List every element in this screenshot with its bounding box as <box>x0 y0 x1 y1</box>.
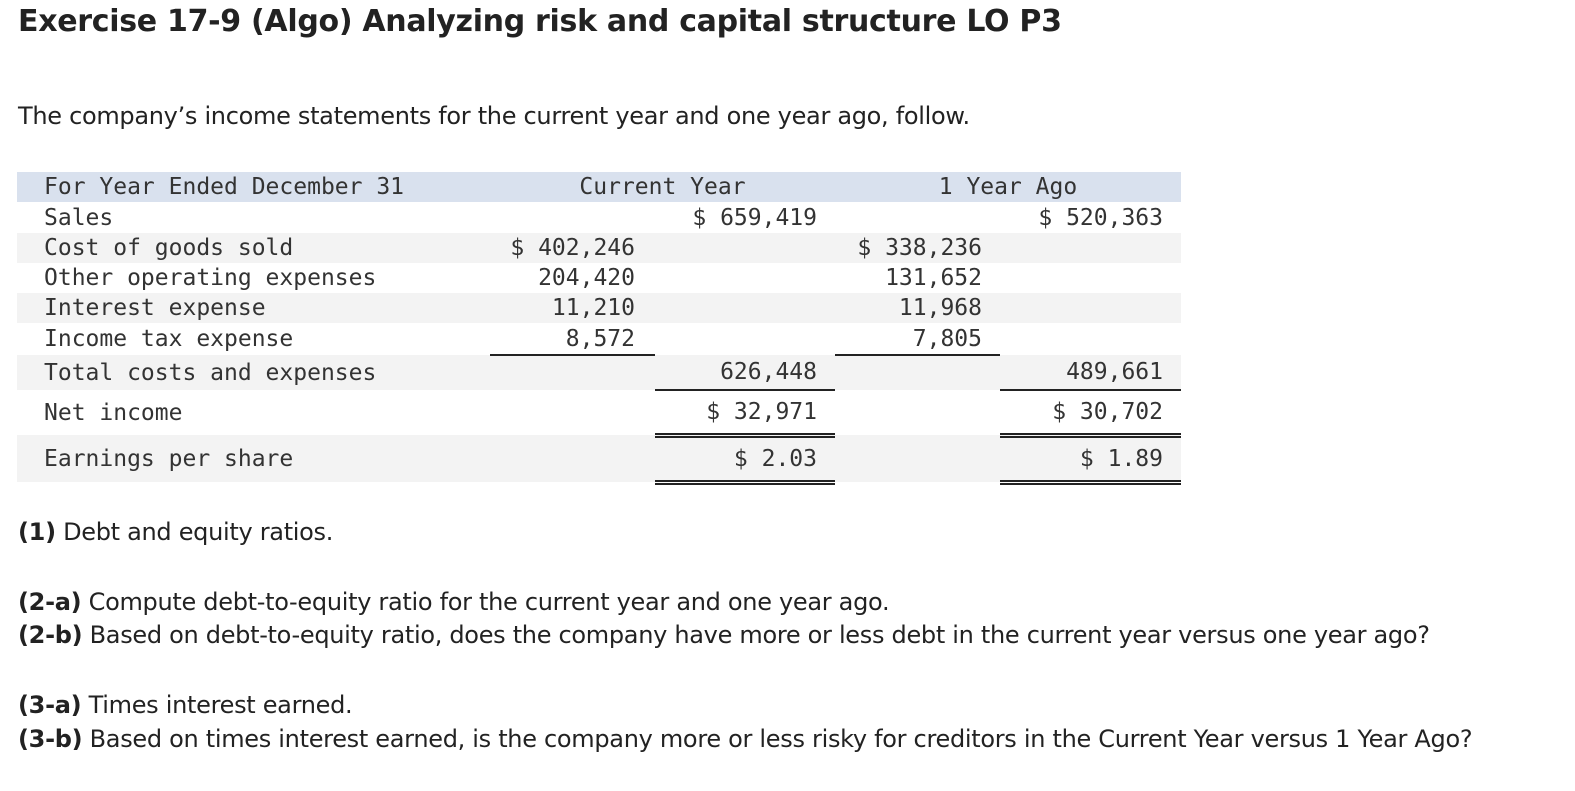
table-cell <box>1000 293 1181 323</box>
table-cell: Net income <box>44 399 183 426</box>
table-cell: Other operating expenses <box>44 265 377 291</box>
table-cell: $ 659,419 <box>692 204 817 231</box>
question: (3-a) Times interest earned. <box>18 691 353 719</box>
table-cell: $ 520,363 <box>1038 204 1163 231</box>
table-row: Earnings per share $ 2.03 $ 1.89 <box>17 435 1181 485</box>
table-row: Other operating expenses 204,420 131,652 <box>17 263 1181 293</box>
question-label: (3-b) <box>18 725 83 753</box>
intro: The company’s income statements for the … <box>18 102 970 130</box>
table-row: Total costs and expenses 626,448 489,661 <box>17 355 1181 391</box>
income-statement: For Year Ended December 31 Current Year … <box>17 172 1181 485</box>
table-row: Sales $ 659,419 $ 520,363 <box>17 202 1181 233</box>
table-cell: 11,210 <box>551 295 635 321</box>
question-text: Based on debt-to-equity ratio, does the … <box>89 621 1430 649</box>
table-cell <box>655 263 835 293</box>
table-cell: 8,572 <box>490 323 655 356</box>
title: Exercise 17-9 (Algo) Analyzing risk and … <box>18 4 1062 39</box>
table-row: Income tax expense 8,572 7,805 <box>17 323 1181 356</box>
table-cell <box>1000 263 1181 293</box>
question-text: Based on times interest earned, is the c… <box>89 725 1473 753</box>
table-row: Net income $ 32,971 $ 30,702 <box>17 390 1181 438</box>
table-cell <box>835 202 1000 233</box>
table-cell: $ 1.89 <box>1000 435 1181 485</box>
table-cell: $ 30,702 <box>1000 390 1181 438</box>
table-cell <box>490 202 655 233</box>
header-row: For Year Ended December 31 Current Year … <box>17 172 1181 202</box>
table-cell <box>1000 233 1181 263</box>
table-cell: $ 2.03 <box>655 435 835 485</box>
question-text: Compute debt-to-equity ratio for the cur… <box>88 588 890 616</box>
question-text: Times interest earned. <box>88 691 353 719</box>
question-label: (2-a) <box>18 588 82 616</box>
table-cell <box>490 390 655 435</box>
table-cell: 11,968 <box>898 295 982 321</box>
header-cell: Current Year <box>579 174 746 200</box>
table-cell: Total costs and expenses <box>44 359 377 386</box>
table-cell <box>655 233 835 263</box>
question: (2-a) Compute debt-to-equity ratio for t… <box>18 588 890 616</box>
table-cell: Sales <box>44 204 114 231</box>
table-cell <box>1000 323 1181 355</box>
table-cell <box>655 323 835 355</box>
question: (3-b) Based on times interest earned, is… <box>18 725 1473 753</box>
table-row: Interest expense 11,210 11,968 <box>17 293 1181 323</box>
question: (2-b) Based on debt-to-equity ratio, doe… <box>18 621 1430 649</box>
table-cell <box>655 293 835 323</box>
header-cell: 1 Year Ago <box>938 174 1078 200</box>
table-cell: $ 32,971 <box>655 390 835 438</box>
table-row: Cost of goods sold $ 402,246 $ 338,236 <box>17 233 1181 263</box>
table-cell: $ 402,246 <box>510 235 635 261</box>
table-cell: 489,661 <box>1000 355 1181 391</box>
table-cell: 131,652 <box>885 265 982 291</box>
table-cell: 7,805 <box>835 323 1000 356</box>
question: (1) Debt and equity ratios. <box>18 518 333 546</box>
table-cell <box>835 355 1000 390</box>
table-cell <box>835 390 1000 435</box>
table-cell <box>835 435 1000 482</box>
question-label: (2-b) <box>18 621 83 649</box>
table-cell: 204,420 <box>538 265 635 291</box>
table-cell <box>490 435 655 482</box>
table-cell: Interest expense <box>44 295 266 321</box>
question-label: (3-a) <box>18 691 82 719</box>
table-cell: Earnings per share <box>44 445 294 472</box>
question-text: Debt and equity ratios. <box>63 518 334 546</box>
header-cell: For Year Ended December 31 <box>44 174 405 200</box>
table-cell <box>490 355 655 390</box>
table-cell: $ 338,236 <box>857 235 982 261</box>
table-cell: 626,448 <box>655 355 835 391</box>
table-cell: Cost of goods sold <box>44 235 294 261</box>
table-cell: Income tax expense <box>44 326 294 352</box>
question-label: (1) <box>18 518 56 546</box>
